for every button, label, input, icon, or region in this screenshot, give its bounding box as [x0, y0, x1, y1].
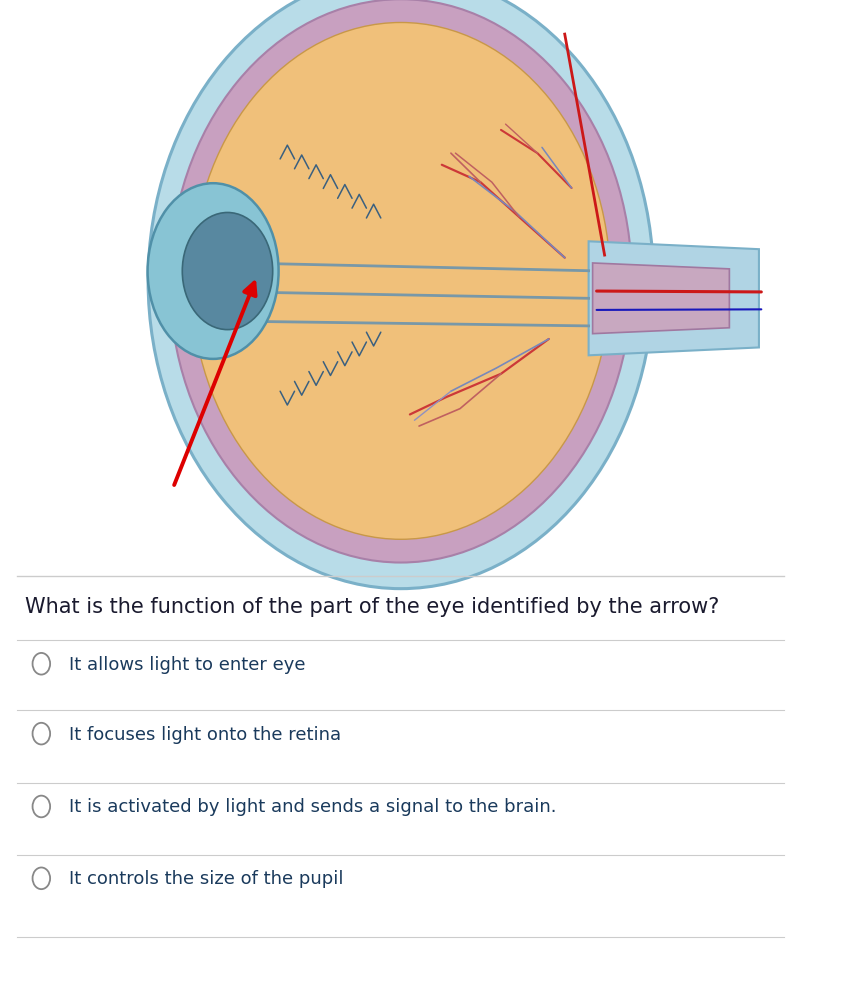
Text: It controls the size of the pupil: It controls the size of the pupil: [69, 870, 344, 887]
Ellipse shape: [170, 0, 631, 563]
Text: It is activated by light and sends a signal to the brain.: It is activated by light and sends a sig…: [69, 798, 556, 815]
Text: It focuses light onto the retina: It focuses light onto the retina: [69, 725, 341, 742]
Ellipse shape: [191, 24, 610, 539]
Polygon shape: [592, 263, 728, 334]
Polygon shape: [588, 242, 758, 356]
Text: What is the function of the part of the eye identified by the arrow?: What is the function of the part of the …: [26, 597, 719, 616]
Text: It allows light to enter eye: It allows light to enter eye: [69, 655, 305, 673]
Ellipse shape: [182, 213, 272, 330]
Ellipse shape: [148, 184, 278, 360]
Ellipse shape: [148, 0, 653, 589]
